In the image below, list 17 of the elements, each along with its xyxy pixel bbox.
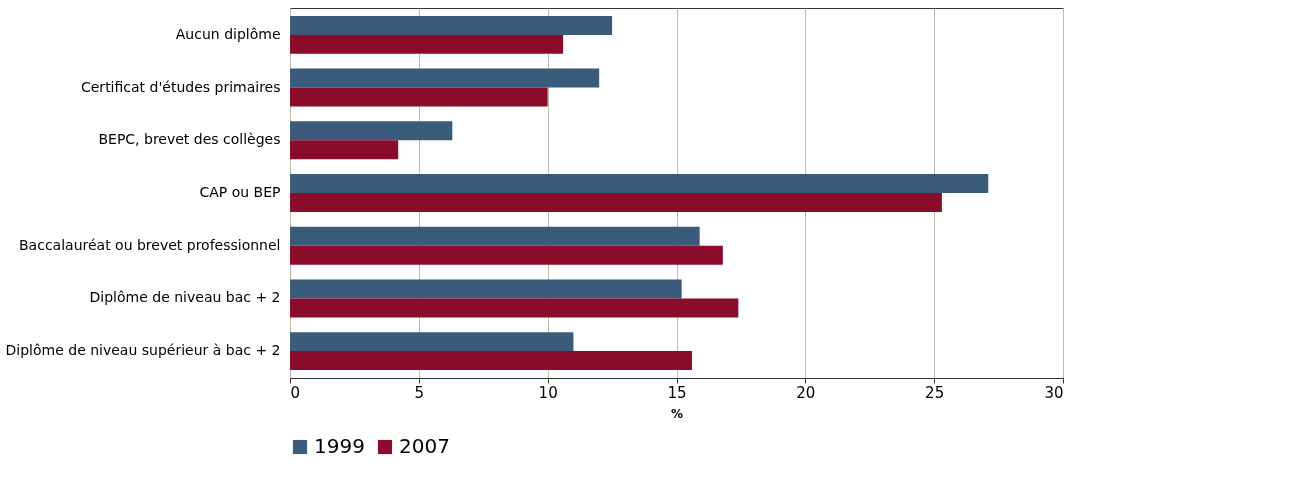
x-tick-label: 5 [414, 383, 425, 402]
y-tick-label: CAP ou BEP [199, 184, 281, 200]
legend-label: 1999 [314, 434, 365, 458]
y-tick-label: Baccalauréat ou brevet professionnel [19, 236, 281, 253]
y-tick-label: BEPC, brevet des collèges [98, 131, 281, 148]
x-axis-title: % [670, 406, 684, 421]
y-tick-label: Aucun diplôme [175, 25, 281, 42]
x-tick-label: 25 [925, 383, 945, 402]
x-tick-label: 0 [290, 383, 301, 402]
y-tick-label: Certificat d'études primaires [80, 78, 281, 95]
x-tick-label: 30 [1044, 383, 1064, 402]
x-tick-label: 10 [538, 383, 558, 402]
y-tick-label: Diplôme de niveau supérieur à bac + 2 [5, 342, 281, 359]
y-tick-label: Diplôme de niveau bac + 2 [89, 289, 281, 306]
legend-label: 2007 [399, 434, 450, 458]
x-tick-label: 15 [667, 383, 687, 402]
x-tick-label: 20 [796, 383, 816, 402]
